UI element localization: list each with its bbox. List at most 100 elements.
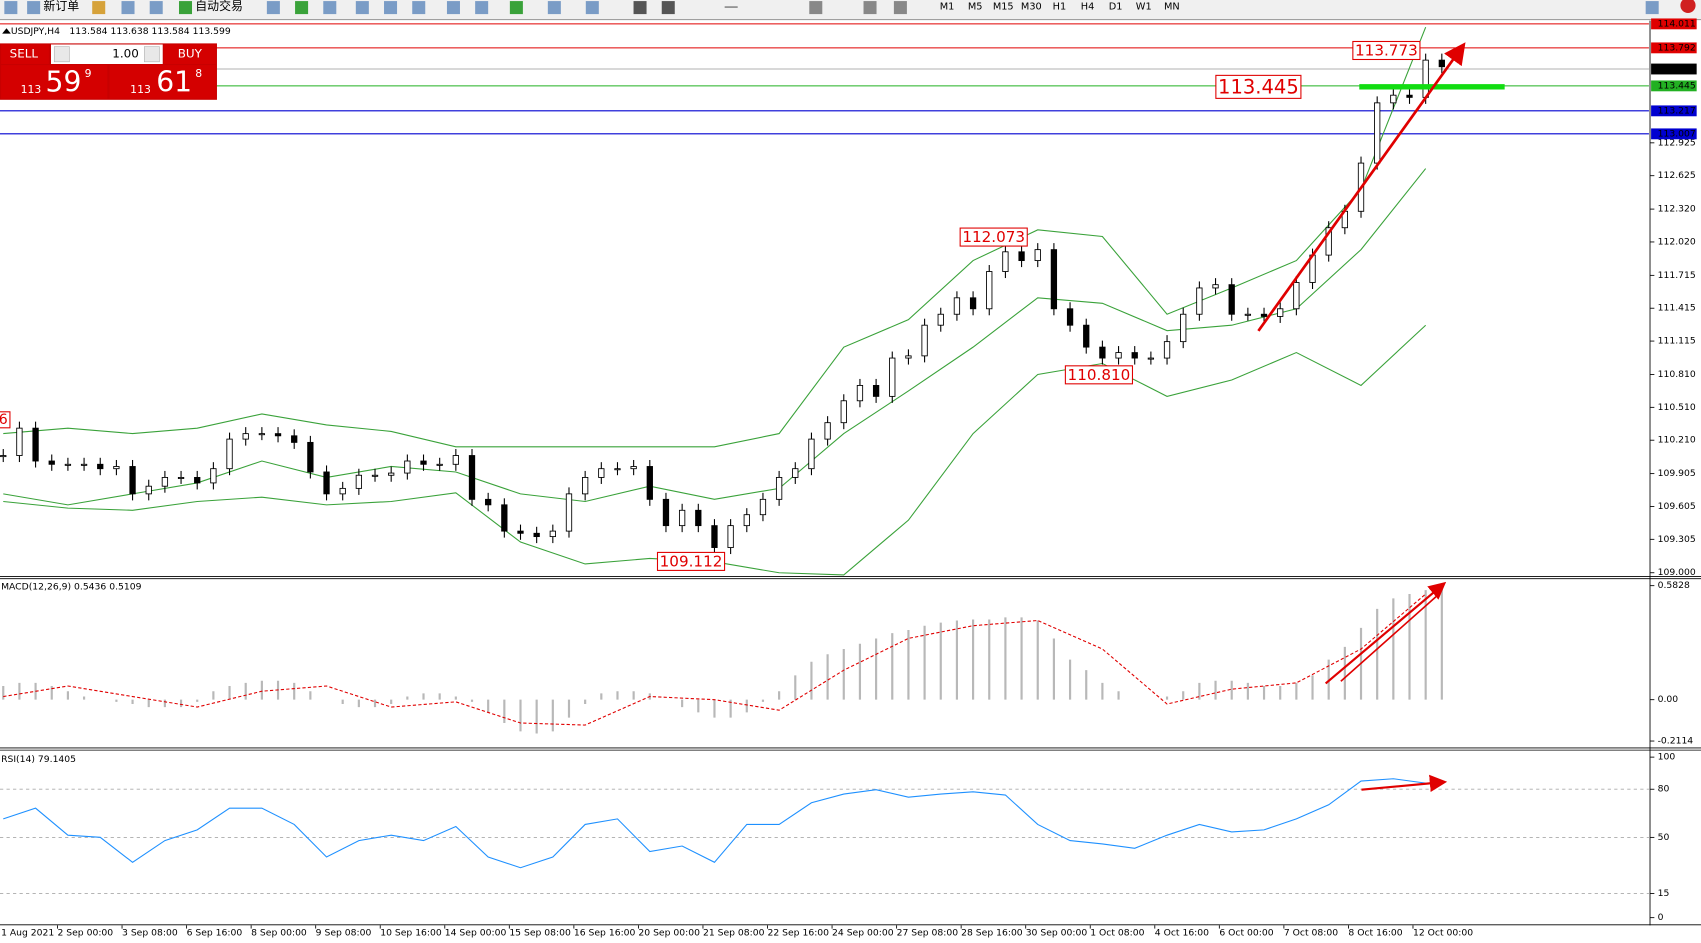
x-tick-label: 21 Sep 08:00 — [703, 927, 765, 938]
x-tick-label: 2 Sep 00:00 — [57, 927, 113, 938]
candle — [388, 472, 395, 476]
buy-label[interactable]: BUY — [178, 47, 203, 61]
x-tick-label: 7 Oct 08:00 — [1284, 927, 1338, 938]
toolbar — [0, 0, 1701, 20]
candle — [1180, 313, 1187, 343]
toolbar-button[interactable]: 自动交易 — [195, 0, 243, 13]
candle — [64, 463, 72, 466]
candle — [468, 455, 476, 500]
icon[interactable] — [509, 1, 523, 15]
candle — [177, 477, 185, 479]
candle — [1115, 352, 1122, 359]
icon[interactable] — [446, 1, 460, 15]
icon[interactable] — [475, 1, 489, 15]
candle — [856, 385, 864, 402]
icon[interactable] — [323, 1, 337, 15]
icon[interactable] — [547, 1, 561, 15]
sell-label[interactable]: SELL — [10, 47, 39, 61]
icon[interactable] — [661, 1, 675, 15]
timeframe-button[interactable]: H4 — [1081, 2, 1095, 13]
buy-price[interactable] — [109, 65, 216, 99]
candle — [533, 532, 540, 538]
candle — [113, 466, 120, 470]
icon[interactable] — [633, 1, 647, 15]
candle — [1244, 313, 1252, 316]
timeframe-button[interactable]: D1 — [1109, 2, 1123, 13]
timeframe-button[interactable]: H1 — [1053, 2, 1067, 13]
icon[interactable] — [355, 1, 369, 15]
icon[interactable] — [1645, 1, 1659, 15]
annotation-box — [1064, 365, 1134, 385]
icon[interactable] — [4, 1, 18, 15]
icon[interactable] — [266, 1, 280, 15]
y-tick-label: 0 — [1658, 912, 1664, 923]
icon[interactable] — [149, 1, 163, 15]
lot-input[interactable] — [50, 44, 163, 65]
candle — [1002, 251, 1009, 272]
candle — [598, 468, 605, 478]
annotation: 6 — [0, 412, 8, 428]
timeframe-button[interactable]: MN — [1164, 2, 1180, 13]
candle — [1050, 249, 1058, 310]
sell-button[interactable] — [1, 44, 49, 65]
timeframe-button[interactable]: W1 — [1136, 2, 1152, 13]
candle — [711, 525, 718, 548]
candle — [1212, 284, 1219, 289]
candle — [792, 468, 799, 478]
chart-symbol: USDJPY,H4 — [11, 26, 60, 37]
price-big-figure: 113 — [21, 83, 42, 96]
candle — [517, 530, 524, 534]
y-tick-label: 109.905 — [1658, 468, 1696, 479]
icon[interactable] — [412, 1, 426, 15]
candle — [1147, 357, 1155, 360]
candle — [759, 498, 767, 516]
candle — [937, 313, 944, 326]
timeframe-button[interactable]: M15 — [993, 2, 1014, 13]
timeframe-button[interactable]: M5 — [968, 2, 983, 13]
candle — [775, 477, 783, 500]
candle — [274, 433, 282, 437]
macd-signal — [3, 593, 1427, 726]
icon[interactable] — [384, 1, 398, 15]
price-pips: 61 — [156, 66, 192, 99]
icon[interactable] — [724, 6, 738, 8]
sell-price[interactable] — [1, 65, 108, 99]
icon[interactable] — [893, 1, 907, 15]
x-tick-label: 8 Sep 00:00 — [251, 927, 307, 938]
candle — [662, 498, 670, 527]
candle — [630, 466, 637, 470]
icon[interactable] — [863, 1, 877, 15]
buy-button[interactable] — [163, 44, 216, 65]
icon[interactable] — [178, 1, 193, 15]
icon[interactable] — [295, 1, 309, 15]
lot-value[interactable]: 1.00 — [112, 47, 139, 61]
y-tick-label: 110.510 — [1658, 402, 1696, 413]
candle — [1083, 324, 1090, 348]
bollinger-upper — [3, 27, 1427, 448]
icon[interactable] — [809, 1, 823, 15]
candle — [404, 460, 411, 474]
candle — [48, 460, 55, 465]
price-level-label-bg — [1651, 63, 1697, 75]
candle — [226, 438, 233, 470]
timeframe-button[interactable]: M30 — [1021, 2, 1042, 13]
icon[interactable] — [27, 1, 41, 15]
annotation: 110.810 — [1068, 366, 1131, 384]
y-tick-label: 0.00 — [1658, 694, 1679, 705]
icon[interactable] — [121, 1, 135, 15]
trend-arrow — [1324, 581, 1447, 685]
chart-ohlc: 113.584 113.638 113.584 113.599 — [69, 26, 230, 37]
toolbar-button[interactable]: 新订单 — [43, 0, 79, 13]
candle — [582, 477, 589, 495]
timeframe-button[interactable]: M1 — [940, 2, 955, 13]
candle — [501, 504, 508, 532]
icon[interactable] — [92, 1, 106, 15]
x-tick-label: 22 Sep 16:00 — [768, 927, 830, 938]
annotation: 113.445 — [1218, 75, 1299, 98]
icon[interactable] — [585, 1, 599, 15]
candle — [210, 468, 217, 484]
price-big-figure: 113 — [130, 83, 151, 96]
candle — [1099, 346, 1106, 359]
candle — [16, 427, 23, 456]
alert-icon[interactable] — [1680, 0, 1696, 14]
